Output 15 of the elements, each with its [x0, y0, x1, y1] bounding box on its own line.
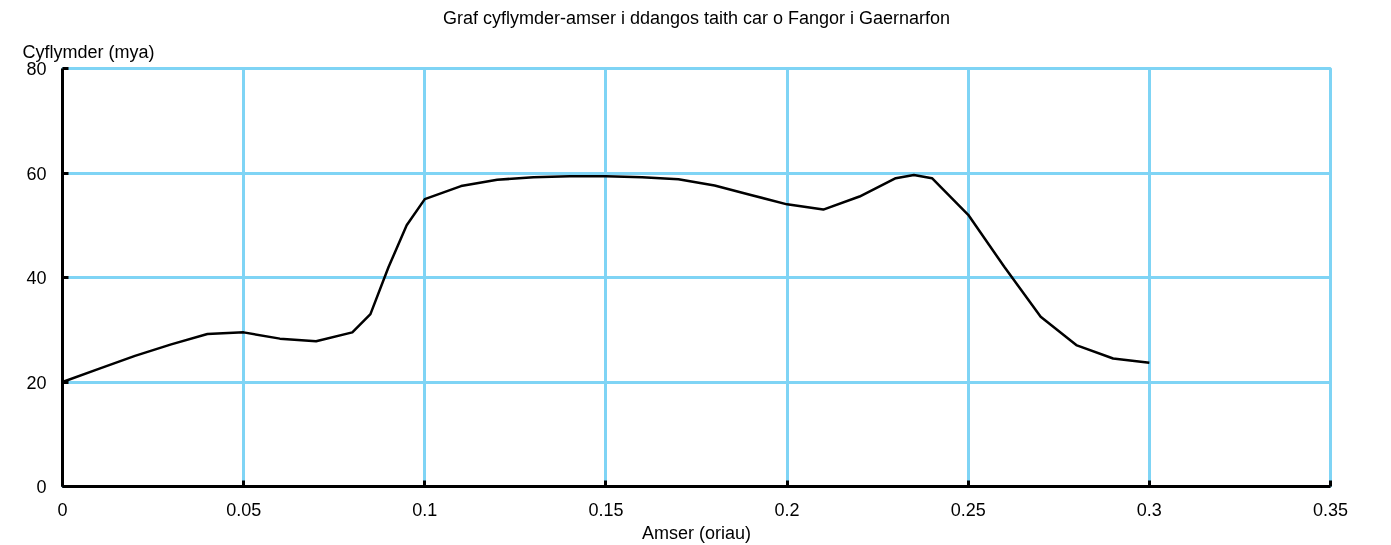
x-tick-label: 0.3: [1136, 499, 1162, 520]
y-axis-title: Cyflymder (mya): [22, 41, 155, 62]
x-tick-label: 0: [57, 499, 68, 520]
x-tick-label: 0.25: [950, 499, 986, 520]
x-tick-label: 0.05: [226, 499, 262, 520]
y-tick-label: 40: [26, 268, 47, 288]
x-axis-title: Amser (oriau): [641, 522, 752, 543]
y-tick-label: 0: [36, 477, 47, 497]
x-tick-label: 0.1: [412, 499, 438, 520]
y-tick-label: 20: [26, 372, 47, 393]
x-tick-label: 0.2: [774, 499, 800, 520]
y-tick-label: 60: [26, 163, 47, 184]
x-tick-label: 0.15: [588, 499, 624, 520]
x-tick-label: 0.35: [1312, 499, 1349, 520]
chart-title: Graf cyflymder-amser i ddangos taith car o Fangor i Gaernarfon: [442, 7, 951, 28]
